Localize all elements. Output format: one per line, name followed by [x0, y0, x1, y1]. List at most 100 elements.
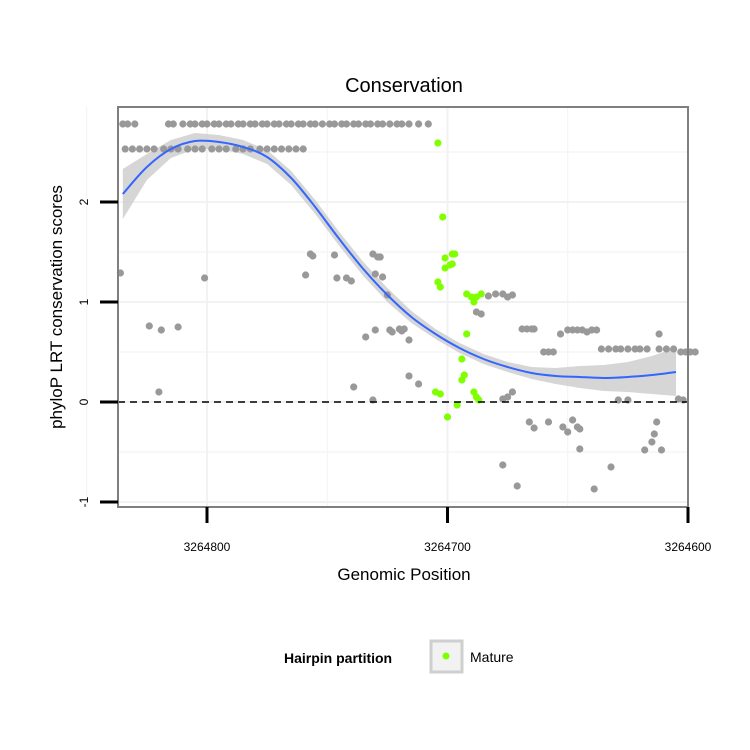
point-other	[169, 120, 177, 128]
point-other	[530, 325, 538, 333]
point-other	[576, 445, 584, 453]
point-mature	[434, 278, 442, 286]
point-other	[379, 273, 387, 281]
point-other	[251, 120, 259, 128]
point-other	[398, 120, 406, 128]
point-other	[593, 326, 601, 334]
point-other	[366, 120, 375, 128]
legend: Hairpin partition Mature	[284, 639, 514, 674]
point-other	[263, 145, 271, 153]
point-other	[174, 323, 182, 331]
point-other	[179, 120, 187, 128]
point-other	[691, 348, 699, 356]
point-other	[405, 336, 413, 344]
point-other	[415, 380, 423, 388]
point-other	[232, 145, 240, 153]
point-other	[145, 322, 153, 330]
point-other	[376, 253, 384, 261]
point-other	[388, 328, 396, 336]
point-other	[655, 330, 663, 338]
point-other	[124, 120, 132, 128]
legend-title: Hairpin partition	[284, 650, 392, 666]
x-axis-label: Genomic Position	[337, 565, 470, 584]
point-other	[311, 120, 319, 128]
y-tick-label: 2	[77, 198, 91, 205]
point-other	[371, 270, 379, 278]
x-tick-label: 3264700	[424, 540, 471, 554]
point-other	[256, 145, 264, 153]
point-other	[650, 430, 658, 438]
plot-border	[117, 106, 689, 508]
point-other	[191, 145, 199, 153]
point-other	[347, 277, 355, 285]
point-other	[299, 120, 307, 128]
point-other	[131, 120, 139, 128]
point-other	[263, 120, 271, 128]
y-tick-label: 0	[77, 398, 91, 405]
x-axis: 3264800 3264700 3264600	[184, 507, 712, 554]
y-axis: -1 0 1 2	[77, 198, 118, 507]
point-mature	[441, 254, 449, 262]
point-other	[415, 120, 423, 128]
chart-title: Conservation	[345, 75, 463, 97]
point-other	[203, 120, 211, 128]
legend-key-mature	[442, 652, 450, 660]
point-mature	[458, 376, 466, 384]
point-other	[648, 438, 656, 446]
point-other	[504, 393, 512, 401]
point-other	[590, 485, 598, 493]
y-axis-label: phyloP LRT conservation scores	[47, 185, 66, 429]
point-mature	[439, 213, 447, 221]
point-other	[292, 145, 300, 153]
point-other	[198, 145, 206, 153]
point-other	[405, 120, 413, 128]
point-other	[342, 120, 351, 128]
point-other	[569, 416, 577, 424]
point-other	[270, 145, 278, 153]
point-other	[508, 291, 516, 299]
point-mature	[434, 139, 442, 147]
x-tick-label: 3264600	[665, 540, 712, 554]
point-other	[556, 330, 565, 338]
point-other	[674, 395, 683, 403]
point-other	[653, 418, 661, 426]
point-other	[576, 425, 584, 433]
point-other	[208, 145, 216, 153]
confidence-band-area	[122, 133, 677, 396]
point-other	[662, 345, 671, 353]
point-other	[624, 345, 632, 353]
point-other	[655, 345, 663, 353]
point-other	[617, 345, 625, 353]
y-tick-label: -1	[77, 496, 91, 507]
point-other	[201, 274, 209, 282]
point-other	[641, 446, 649, 454]
point-other	[670, 345, 678, 353]
point-other	[215, 120, 223, 128]
point-other	[143, 145, 151, 153]
point-other	[564, 428, 572, 436]
point-other	[605, 345, 613, 353]
point-other	[239, 120, 247, 128]
point-other	[354, 120, 363, 128]
point-other	[285, 145, 293, 153]
point-other	[400, 325, 408, 333]
point-other	[643, 345, 651, 353]
point-other	[184, 145, 192, 153]
point-mature	[441, 264, 449, 272]
point-other	[157, 326, 165, 334]
point-other	[227, 120, 235, 128]
point-other	[215, 145, 223, 153]
point-other	[405, 372, 413, 380]
point-other	[191, 120, 199, 128]
point-other	[330, 251, 339, 259]
point-other	[386, 120, 394, 128]
x-tick-label: 3264800	[184, 540, 231, 554]
smooth-line	[122, 139, 677, 380]
point-mature	[436, 390, 444, 398]
smooth-line-group	[122, 139, 677, 380]
point-other	[287, 120, 295, 128]
point-other	[607, 463, 615, 471]
point-other	[160, 145, 168, 153]
point-mature	[463, 330, 471, 338]
confidence-band	[122, 133, 677, 396]
